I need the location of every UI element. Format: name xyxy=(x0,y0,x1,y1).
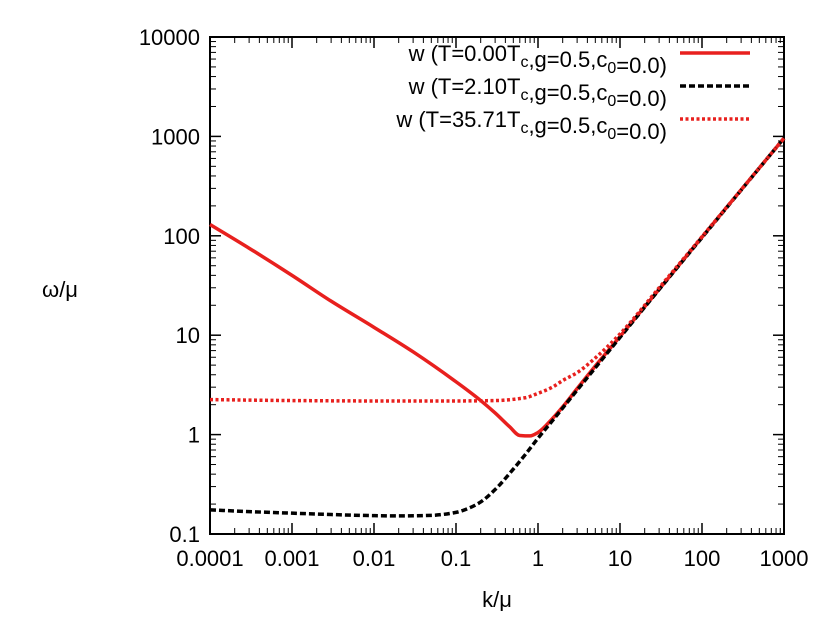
legend-text: w (T=35.71T xyxy=(395,107,520,132)
legend-label-2: w (T=2.10Tc,g=0.5,c0=0.0) xyxy=(408,74,667,111)
legend-text: ,g=0.5,c xyxy=(528,80,607,105)
x-tick-label: 1000 xyxy=(760,546,809,571)
legend-text: =0.0) xyxy=(616,86,667,111)
legend-label-1: w (T=0.00Tc,g=0.5,c0=0.0) xyxy=(408,41,667,78)
x-tick-label: 100 xyxy=(684,546,721,571)
legend-subscript: 0 xyxy=(607,93,616,110)
x-axis-label: k/μ xyxy=(482,587,512,612)
x-tick-label: 1 xyxy=(532,546,544,571)
legend-label-3: w (T=35.71Tc,g=0.5,c0=0.0) xyxy=(395,107,667,144)
legend-text: =0.0) xyxy=(616,119,667,144)
legend-subscript: 0 xyxy=(607,60,616,77)
x-tick-label: 0.001 xyxy=(264,546,319,571)
y-tick-label: 10 xyxy=(176,323,200,348)
legend-text: w (T=2.10T xyxy=(408,74,521,99)
legend-subscript: c xyxy=(520,54,528,71)
y-axis-label: ω/μ xyxy=(42,277,78,302)
legend-subscript: c xyxy=(520,120,528,137)
legend-text: =0.0) xyxy=(616,53,667,78)
x-tick-label: 0.1 xyxy=(441,546,472,571)
series-line-3 xyxy=(209,137,786,403)
legend: w (T=0.00Tc,g=0.5,c0=0.0)w (T=2.10Tc,g=0… xyxy=(395,41,750,144)
legend-text: ,g=0.5,c xyxy=(528,113,607,138)
x-tick-label: 10 xyxy=(608,546,632,571)
y-tick-label: 10000 xyxy=(139,25,200,50)
x-tick-label: 0.01 xyxy=(353,546,396,571)
axis-ticks: 0.0001 0.001 0.01 0.1 1 10 100 1000 0.1 1 10 100 100… xyxy=(139,25,809,571)
legend-subscript: c xyxy=(520,87,528,104)
legend-subscript: 0 xyxy=(607,126,616,143)
y-tick-label: 0.1 xyxy=(169,522,200,547)
y-tick-label: 1000 xyxy=(151,124,200,149)
series-layer xyxy=(209,137,786,518)
series-line-2 xyxy=(209,137,786,518)
legend-text: w (T=0.00T xyxy=(408,41,521,66)
legend-text: ,g=0.5,c xyxy=(528,47,607,72)
x-tick-label: 0.0001 xyxy=(176,546,243,571)
y-tick-label: 1 xyxy=(188,423,200,448)
y-tick-label: 100 xyxy=(163,224,200,249)
plot-frame xyxy=(209,36,785,535)
series-line-1 xyxy=(209,137,786,438)
